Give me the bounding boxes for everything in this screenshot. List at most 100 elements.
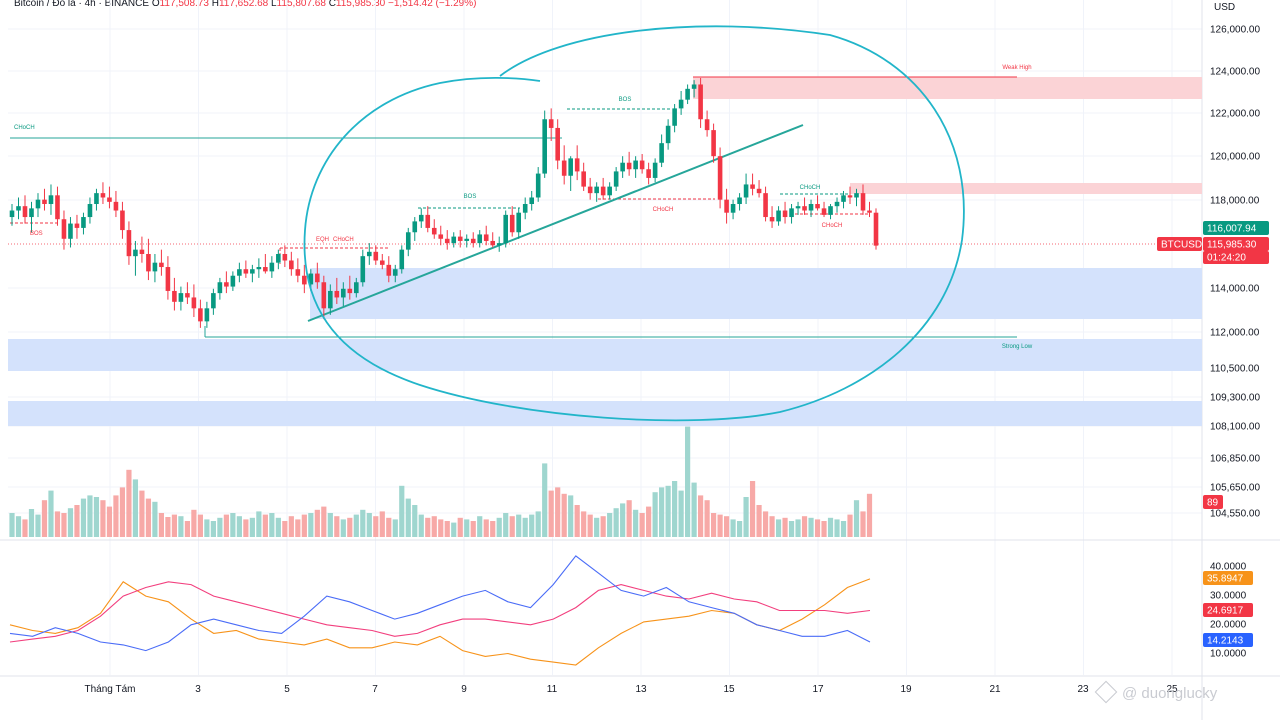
candle-body [587,186,593,194]
candle-body [808,204,814,211]
candle [600,177,606,200]
volume-bar [399,485,405,537]
candle-body [483,234,489,241]
volume-bar [717,514,723,537]
candle-body [600,186,606,196]
time-axis-label: 23 [1077,684,1089,695]
volume-bar [334,516,340,537]
candle [412,217,418,241]
candle-body [113,201,119,211]
volume-bar [262,514,268,537]
volume-bar [243,519,249,537]
volume-bar [626,500,632,537]
volume-bar [866,493,873,537]
volume-bar [522,517,528,537]
volume-bar [74,505,80,537]
indicator-tag-text: 24.6917 [1207,606,1244,617]
candle-body [847,195,853,198]
candle [496,236,502,252]
candle [652,158,658,183]
candle [834,197,840,213]
candle-body [185,293,190,298]
volume-bar [723,516,730,537]
candle-body [198,308,203,322]
volume-bar [594,517,600,537]
high-value: 117,652.68 [218,0,269,9]
candle-body [354,282,359,294]
volume-bar [360,509,366,537]
candle-body [522,204,528,213]
candle [204,301,210,328]
candle-body [867,210,872,213]
volume-bar [672,481,678,537]
candle-body [769,217,775,222]
candle [542,110,547,178]
volume-bar [217,517,223,537]
volume-bar [834,519,840,537]
candle [315,262,320,289]
candle-body [860,193,866,211]
candle-body [509,214,515,233]
candle-body [542,119,547,174]
indicator-tag: 14.2143 [1203,633,1253,647]
candle-body [659,143,664,163]
time-axis-label: Tháng Tám [85,684,136,695]
candle-body [633,160,638,170]
candle [159,249,164,276]
volume-bar [48,490,54,537]
countdown-tag-text: 01:24:20 [1207,253,1246,264]
indicator-line-pink [9,581,871,643]
volume-bar [587,514,593,537]
candle-body [48,195,54,205]
volume-bar [184,521,190,537]
candle [341,282,346,307]
candle [152,253,158,283]
candle-body [431,227,437,235]
candle [665,119,671,150]
volume-bar [386,517,392,537]
volume-bar [197,514,203,537]
candle [165,256,171,300]
candle-body [425,214,431,228]
candle-body [133,249,138,257]
candle-body [282,253,288,261]
volume-bar [340,519,346,537]
candle [9,204,15,226]
volume-bar [607,513,613,537]
candle-body [22,206,28,218]
volume-bar [405,498,411,537]
time-axis-label: 21 [989,684,1001,695]
supply-zone [693,77,1202,99]
volume-bar [438,519,444,537]
candle-body [828,206,833,215]
candle [42,188,47,211]
volume-bar [633,509,639,537]
volume-bar [347,517,353,537]
candle-body [412,221,418,233]
price-axis-tick: 120,000.00 [1210,152,1260,163]
candle [470,232,476,248]
candle [743,173,749,205]
candle-body [159,262,164,268]
candle [854,188,859,207]
time-axis-label: 17 [812,684,824,695]
volume-bar [827,517,834,537]
volume-bar [9,513,15,537]
volume-bar [139,490,145,537]
candle [386,256,392,283]
volume-bar [710,513,717,537]
volume-bar [35,514,41,537]
candle [594,182,599,202]
volume-bar [353,514,359,537]
volume-bar [736,521,743,537]
volume-bar [15,516,22,537]
price-axis-tick: 112,000.00 [1210,328,1260,339]
volume-bar [457,517,463,537]
volume-bar [418,514,424,537]
candle [392,264,398,283]
volume-bar [106,506,113,537]
time-axis-label: 11 [547,684,558,695]
candle [321,275,327,320]
volume-bar [639,513,645,537]
